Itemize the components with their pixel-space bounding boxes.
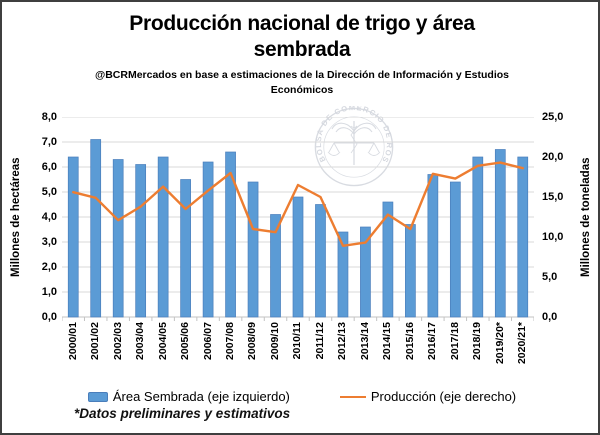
x-label-cell: 2003/04 [129, 322, 151, 378]
legend-label: Producción (eje derecho) [370, 389, 517, 404]
bar-area-sembrada [270, 214, 281, 318]
x-axis-label: 2007/08 [224, 322, 237, 360]
chart-title-line2: sembrada [253, 38, 351, 61]
right-axis-tick: 0,0 [542, 310, 558, 323]
left-axis-tick: 4,0 [41, 210, 57, 223]
left-axis-tick: 6,0 [41, 160, 57, 173]
x-axis-label: 2017/18 [448, 322, 461, 360]
legend-label: Área Sembrada (eje izquierdo) [112, 389, 290, 404]
x-label-cell: 2002/03 [107, 322, 129, 378]
x-label-cell: 2015/16 [399, 322, 421, 378]
x-axis-label: 2015/16 [403, 322, 416, 360]
x-axis-label: 2014/15 [381, 322, 394, 360]
x-label-cell: 2017/18 [444, 322, 466, 378]
bar-area-sembrada [90, 139, 102, 318]
right-axis-tick: 20,0 [542, 150, 564, 163]
right-axis-tick: 5,0 [542, 270, 558, 283]
bar-area-sembrada [382, 201, 394, 318]
x-label-cell: 2005/06 [174, 322, 196, 378]
right-axis-tick: 10,0 [542, 230, 564, 243]
bcr-seal-watermark-logo: BOLSA DE COMERCIO DE ROSARIO [313, 106, 394, 187]
x-axis-label: 2000/01 [66, 322, 79, 360]
bar-area-sembrada [247, 181, 259, 318]
line-produccion [72, 161, 524, 248]
x-axis-label: 2012/13 [336, 322, 349, 360]
x-label-cell: 2008/09 [242, 322, 264, 378]
legend-item: Área Sembrada (eje izquierdo) [87, 389, 290, 404]
x-label-cell: 2009/10 [264, 322, 286, 378]
bar-area-sembrada [180, 179, 191, 318]
legend-line-swatch-icon [339, 395, 366, 398]
bar-area-sembrada [449, 181, 461, 318]
chart-legend: Área Sembrada (eje izquierdo) Producción … [2, 389, 598, 404]
x-label-cell: 2020/21* [511, 322, 533, 378]
chart-title: Producción nacional de trigo y área semb… [2, 11, 598, 63]
x-axis-label: 2006/07 [201, 322, 214, 360]
x-label-cell: 2006/07 [197, 322, 219, 378]
bar-area-sembrada [494, 149, 506, 318]
x-axis-label: 2005/06 [179, 322, 192, 360]
x-axis-label: 2013/14 [358, 322, 371, 360]
x-label-cell: 2004/05 [152, 322, 174, 378]
x-axis-labels: 2000/01 2001/02 2002/03 2003/04 2004/05 2005/… [62, 322, 534, 378]
x-label-cell: 2010/11 [287, 322, 309, 378]
bar-area-sembrada [202, 161, 214, 318]
x-axis-label: 2009/10 [268, 322, 281, 360]
right-axis-title: Millones de toneladas [580, 157, 592, 277]
plot-area [62, 117, 534, 323]
left-axis-tick: 5,0 [41, 185, 57, 198]
left-axis-tick-labels: 0,0 1,0 2,0 3,0 4,0 5,0 6,0 7,0 8,0 [20, 111, 57, 323]
bar-area-sembrada [225, 151, 236, 318]
x-label-cell: 2011/12 [309, 322, 331, 378]
left-axis-tick: 1,0 [41, 285, 57, 298]
x-axis-label: 2018/19 [471, 322, 484, 360]
x-label-cell: 2013/14 [354, 322, 376, 378]
x-axis-label: 2003/04 [134, 322, 147, 360]
x-label-cell: 2000/01 [62, 322, 84, 378]
chart-canvas [62, 117, 534, 321]
bar-area-sembrada [135, 164, 147, 318]
x-axis-label: 2008/09 [246, 322, 259, 360]
chart-subtitle: @BCRMercados en base a estimaciones de l… [94, 69, 510, 96]
x-axis-label: 2020/21* [516, 322, 529, 365]
left-axis-tick: 0,0 [41, 310, 57, 323]
bar-area-sembrada [360, 226, 371, 318]
x-axis-label: 2010/11 [291, 322, 304, 360]
x-label-cell: 2016/17 [422, 322, 444, 378]
footnote: *Datos preliminares y estimativos [74, 406, 291, 421]
x-label-cell: 2014/15 [377, 322, 399, 378]
left-axis-tick: 3,0 [41, 235, 57, 248]
right-axis-tick: 25,0 [542, 110, 564, 123]
x-axis-label: 2019/20* [493, 322, 506, 365]
x-axis-label: 2001/02 [89, 322, 102, 360]
x-label-cell: 2001/02 [84, 322, 106, 378]
bar-area-sembrada [112, 159, 124, 318]
legend-bar-swatch-icon [87, 391, 108, 402]
x-label-cell: 2019/20* [489, 322, 511, 378]
x-axis-label: 2002/03 [111, 322, 124, 360]
right-axis-tick-labels: 0,0 5,0 10,0 15,0 20,0 25,0 [542, 111, 578, 323]
bar-area-sembrada [337, 231, 349, 318]
legend-item: Producción (eje derecho) [339, 389, 517, 404]
left-axis-tick: 2,0 [41, 260, 57, 273]
bar-area-sembrada [472, 156, 484, 318]
x-label-cell: 2018/19 [466, 322, 488, 378]
x-axis-label: 2004/05 [156, 322, 169, 360]
bar-area-sembrada [67, 156, 79, 318]
left-axis-tick: 7,0 [41, 135, 57, 148]
bar-area-sembrada [405, 224, 416, 318]
left-axis-tick: 8,0 [41, 110, 57, 123]
bar-area-sembrada [157, 156, 169, 318]
bar-area-sembrada [427, 174, 439, 318]
bar-area-sembrada [292, 196, 304, 318]
bar-area-sembrada [517, 156, 529, 318]
x-axis-label: 2016/17 [426, 322, 439, 360]
right-axis-tick: 15,0 [542, 190, 564, 203]
bar-area-sembrada [315, 204, 326, 318]
x-label-cell: 2012/13 [332, 322, 354, 378]
chart-title-line1: Producción nacional de trigo y área [129, 12, 475, 35]
x-axis-label: 2011/12 [313, 322, 326, 360]
x-label-cell: 2007/08 [219, 322, 241, 378]
